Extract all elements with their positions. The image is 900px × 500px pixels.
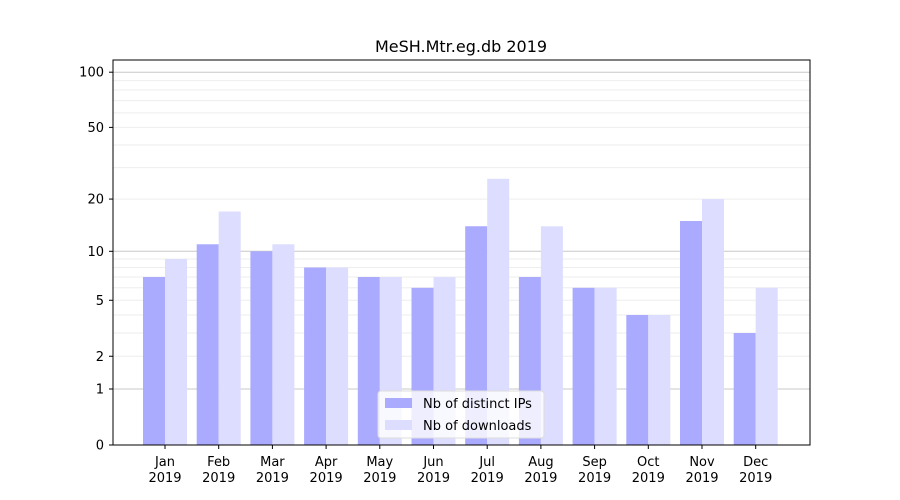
x-tick-label: May 2019 [363, 455, 396, 486]
chart-title: MeSH.Mtr.eg.db 2019 [375, 37, 547, 56]
x-tick-label: Dec 2019 [739, 455, 772, 486]
bar-downloads [755, 287, 778, 445]
legend-swatch-downloads [385, 420, 412, 430]
x-tick-label: Mar 2019 [256, 455, 289, 486]
x-tick-label: Nov 2019 [685, 455, 718, 486]
x-tick-label: Sep 2019 [578, 455, 611, 486]
bar-downloads [487, 178, 510, 445]
bar-distinct-ips [572, 287, 595, 445]
bar-distinct-ips [733, 333, 756, 445]
legend: Nb of distinct IPs Nb of downloads [377, 390, 545, 439]
bar-downloads [218, 211, 241, 445]
bar-distinct-ips [196, 244, 219, 445]
legend-label-downloads: Nb of downloads [423, 419, 532, 434]
bar-downloads [648, 314, 671, 445]
y-tick-label: 50 [87, 121, 104, 136]
y-tick-label: 1 [96, 383, 104, 398]
y-tick-label: 10 [87, 245, 104, 260]
bar-downloads [540, 226, 563, 445]
legend-swatch-ips [385, 398, 412, 408]
legend-label-ips: Nb of distinct IPs [423, 397, 532, 412]
y-tick-label: 20 [87, 193, 104, 208]
y-tick-label: 2 [96, 350, 104, 365]
bar-downloads [702, 199, 724, 445]
bar-downloads [165, 259, 187, 445]
x-tick-label: Jun 2019 [417, 455, 450, 486]
bar-distinct-ips [680, 221, 702, 445]
bar-distinct-ips [357, 277, 380, 445]
bar-distinct-ips [304, 267, 327, 445]
bar-distinct-ips [465, 226, 488, 445]
x-tick-label: Jul 2019 [471, 455, 504, 486]
y-tick-label: 0 [96, 439, 104, 454]
x-tick-label: Jan 2019 [148, 455, 181, 486]
x-tick-label: Aug 2019 [524, 455, 557, 486]
bar-downloads [326, 267, 349, 445]
bar-distinct-ips [143, 277, 165, 445]
bar-distinct-ips [626, 314, 649, 445]
bar-downloads [594, 287, 617, 445]
x-tick-label: Oct 2019 [632, 455, 665, 486]
bar-distinct-ips [250, 251, 273, 445]
x-tick-label: Apr 2019 [310, 455, 343, 486]
plot-frame [112, 59, 811, 446]
bar-downloads [272, 244, 295, 445]
y-tick-label: 100 [79, 66, 104, 81]
x-tick-label: Feb 2019 [202, 455, 235, 486]
y-tick-label: 5 [96, 294, 104, 309]
